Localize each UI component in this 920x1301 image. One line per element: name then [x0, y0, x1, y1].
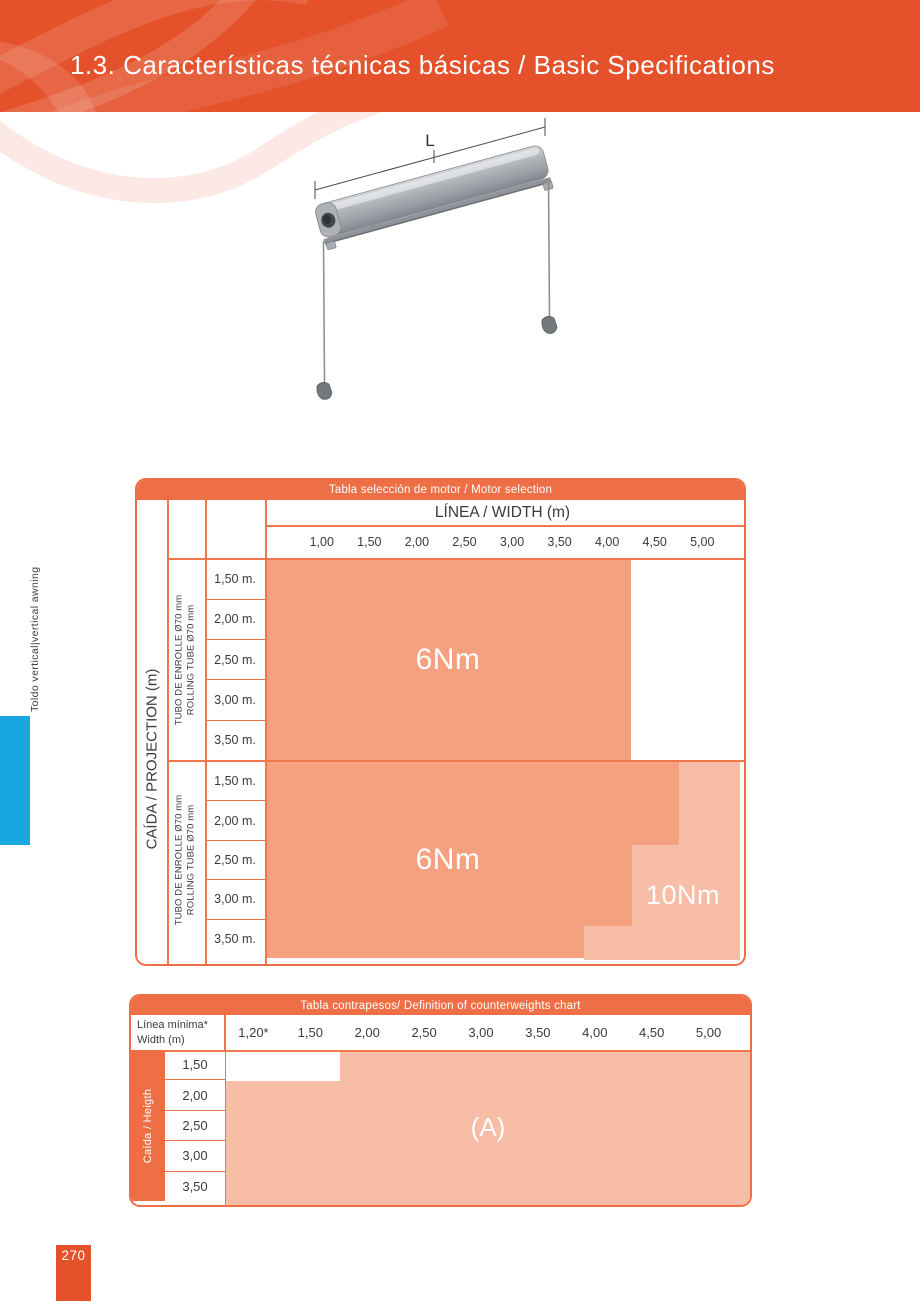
height-row-label: 2,00	[165, 1079, 225, 1109]
min-width-line2: Width (m)	[137, 1033, 185, 1046]
grid-line	[205, 500, 207, 964]
tube-label-en: ROLLING TUBE Ø70 mm	[186, 604, 197, 715]
width-column-label: 2,50	[452, 534, 477, 549]
projection-header: CAÍDA / PROJECTION (m)	[143, 668, 161, 850]
dimension-line	[314, 118, 546, 199]
sidebar-vertical-label: Toldo vertical|vertical awning	[29, 566, 41, 712]
counterweight-region-label: (A)	[470, 1112, 506, 1142]
cable-left	[316, 240, 333, 400]
counterweight-column-label: 4,00	[582, 1025, 608, 1040]
tube-header-cell-1: TUBO DE ENROLLE Ø70 mm ROLLING TUBE Ø70 …	[167, 560, 205, 760]
roller-cassette	[315, 145, 554, 250]
motor-region-10nm-step2	[632, 845, 740, 926]
width-column-label: 3,50	[547, 534, 572, 549]
page-number: 270	[61, 1248, 86, 1263]
counterweight-column-label: 3,00	[468, 1025, 494, 1040]
width-column-label: 4,00	[594, 534, 620, 549]
height-row-label: 2,50	[165, 1109, 225, 1140]
width-column-label: 1,50	[357, 534, 382, 549]
projection-header-cell: CAÍDA / PROJECTION (m)	[137, 560, 167, 958]
projection-row-label: 2,00 m.	[205, 598, 265, 639]
height-header: Caída / Heigth	[142, 1088, 154, 1163]
motor-region-label: 6Nm	[415, 642, 481, 676]
height-row-label: 3,00	[165, 1140, 225, 1170]
grid-line	[167, 500, 169, 964]
grid-line	[224, 1050, 226, 1205]
counterweight-column-label: 4,50	[639, 1025, 665, 1040]
banner-arc-decoration	[0, 112, 383, 203]
projection-row-label: 2,50 m.	[205, 639, 265, 679]
width-column-label: 2,00	[404, 534, 430, 549]
min-width-line1: Línea mínima*	[137, 1018, 208, 1031]
grid-line	[167, 760, 744, 762]
tube-label-es: TUBO DE ENROLLE Ø70 mm	[173, 794, 185, 926]
tube-label-es: TUBO DE ENROLLE Ø70 mm	[173, 594, 185, 725]
motor-region-6nm-bottom-label: 6Nm	[415, 843, 481, 876]
page-banner: 1.3. Características técnicas básicas / …	[0, 0, 920, 112]
projection-row-label: 3,50 m.	[205, 719, 265, 760]
dimension-label: L	[425, 131, 434, 150]
counterweight-empty-cell	[226, 1051, 340, 1081]
cable-right	[541, 178, 558, 334]
height-row-label: 1,50	[182, 1057, 208, 1073]
projection-rows-group2: 1,50 m. 2,00 m. 2,50 m. 3,00 m. 3,50 m.	[205, 762, 265, 958]
grid-line	[265, 525, 744, 527]
page-number-box: 270	[56, 1245, 91, 1301]
counterweight-column-label: 2,00	[354, 1025, 380, 1040]
projection-row-label: 2,00 m.	[205, 800, 265, 839]
motor-selection-table: Tabla selección de motor / Motor selecti…	[135, 478, 746, 966]
width-column-label: 3,00	[499, 534, 525, 549]
width-header: LÍNEA / WIDTH (m)	[434, 503, 571, 521]
projection-row-label: 2,50 m.	[205, 839, 265, 879]
width-column-label: 5,00	[690, 534, 715, 549]
projection-row-label: 3,00 m.	[205, 679, 265, 719]
motor-region-6nm-top: 6Nm	[265, 559, 631, 760]
counterweights-table-title: Tabla contrapesos/ Definition of counter…	[131, 996, 750, 1015]
motor-table-title: Tabla selección de motor / Motor selecti…	[137, 480, 744, 500]
grid-line	[224, 1015, 226, 1050]
width-column-labels: 1,00 1,50 2,00 2,50 3,00 3,50 4,00 4,50 5,00	[298, 525, 726, 558]
projection-rows-group1: 1,50 m. 2,00 m. 2,50 m. 3,00 m. 3,50 m.	[205, 560, 265, 761]
width-column-label: 4,50	[642, 534, 667, 549]
width-column-label: 1,00	[309, 534, 334, 549]
projection-row-label: 1,50 m.	[214, 572, 256, 587]
motor-region-10nm-step1	[679, 762, 740, 845]
grid-line	[131, 1050, 750, 1052]
counterweight-column-label: 5,00	[695, 1025, 722, 1040]
awning-diagram: L	[314, 118, 558, 400]
projection-row-label: 1,50 m.	[214, 774, 256, 789]
grid-line	[167, 558, 744, 560]
projection-row-label: 3,50 m.	[205, 918, 265, 958]
height-row-labels: 1,50 2,00 2,50 3,00 3,50	[165, 1050, 225, 1201]
page-title: 1.3. Características técnicas básicas / …	[70, 50, 775, 80]
banner-swirl-decoration	[0, 0, 449, 112]
height-row-label: 3,50	[165, 1170, 225, 1201]
tube-label-en: ROLLING TUBE Ø70 mm	[186, 804, 197, 916]
grid-line	[265, 500, 267, 964]
counterweight-column-labels: 1,20* 1,50 2,00 2,50 3,00 3,50 4,00 4,50 5,00	[225, 1015, 737, 1050]
counterweight-column-label: 1,50	[297, 1025, 323, 1040]
counterweight-column-label: 1,20*	[238, 1025, 269, 1040]
motor-region-10nm-label: 10Nm	[645, 879, 721, 910]
height-header-cell: Caída / Heigth	[131, 1050, 165, 1201]
motor-region-10nm-step3	[584, 926, 740, 960]
counterweight-column-label: 3,50	[525, 1025, 551, 1040]
counterweights-table: Tabla contrapesos/ Definition of counter…	[129, 994, 752, 1207]
counterweight-column-label: 2,50	[411, 1025, 437, 1040]
sidebar-blue-marker	[0, 716, 30, 845]
projection-row-label: 3,00 m.	[205, 879, 265, 918]
counterweight-region-label-wrap: (A)	[226, 1050, 750, 1205]
min-width-header-cell: Línea mínima* Width (m)	[137, 1016, 223, 1049]
tube-header-cell-2: TUBO DE ENROLLE Ø70 mm ROLLING TUBE Ø70 …	[167, 762, 205, 958]
